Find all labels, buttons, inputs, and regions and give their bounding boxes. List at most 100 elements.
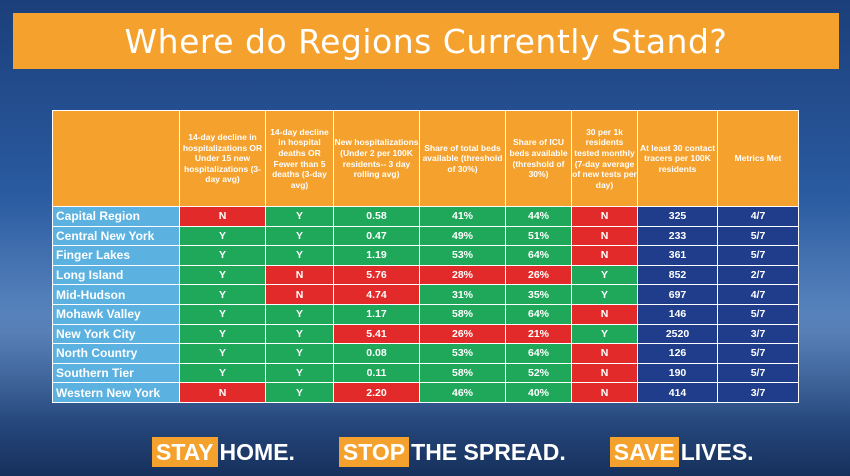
- testing-cell: N: [571, 343, 638, 364]
- icu-beds-cell: 21%: [505, 323, 572, 345]
- region-name-cell: New York City: [52, 323, 180, 345]
- region-name-cell: Long Island: [52, 264, 180, 286]
- table-row: Mohawk Valley Y Y 1.17 58% 64% N 146 5/7: [52, 303, 799, 325]
- contact-tracers-cell: 414: [637, 382, 718, 403]
- table-row: Finger Lakes Y Y 1.19 53% 64% N 361 5/7: [52, 245, 799, 266]
- total-beds-cell: 46%: [419, 382, 506, 403]
- deaths-decline-cell: Y: [265, 343, 334, 364]
- slogan-stay: STAY: [152, 437, 218, 467]
- hospitalizations-decline-cell: Y: [179, 225, 266, 247]
- table-row: Long Island Y N 5.76 28% 26% Y 852 2/7: [52, 264, 799, 286]
- icu-beds-cell: 44%: [505, 206, 572, 227]
- metrics-met-cell: 4/7: [717, 284, 799, 305]
- deaths-decline-cell: Y: [265, 323, 334, 345]
- contact-tracers-cell: 126: [637, 343, 718, 364]
- new-hospitalizations-cell: 2.20: [333, 382, 420, 403]
- total-beds-cell: 31%: [419, 284, 506, 305]
- deaths-decline-cell: Y: [265, 362, 334, 384]
- new-hospitalizations-cell: 1.17: [333, 303, 420, 325]
- hospitalizations-decline-cell: Y: [179, 284, 266, 305]
- new-hospitalizations-cell: 5.41: [333, 323, 420, 345]
- new-hospitalizations-cell: 0.11: [333, 362, 420, 384]
- deaths-decline-cell: Y: [265, 303, 334, 325]
- hospitalizations-decline-cell: Y: [179, 323, 266, 345]
- total-beds-cell: 28%: [419, 264, 506, 286]
- new-hospitalizations-cell: 0.47: [333, 225, 420, 247]
- testing-cell: N: [571, 303, 638, 325]
- metrics-met-cell: 4/7: [717, 206, 799, 227]
- testing-cell: N: [571, 362, 638, 384]
- contact-tracers-cell: 190: [637, 362, 718, 384]
- deaths-decline-cell: N: [265, 284, 334, 305]
- new-hospitalizations-cell: 0.08: [333, 343, 420, 364]
- header-metrics-met: Metrics Met: [717, 110, 799, 207]
- icu-beds-cell: 40%: [505, 382, 572, 403]
- total-beds-cell: 58%: [419, 303, 506, 325]
- slogan-footer: STAY HOME. STOP THE SPREAD. SAVE LIVES.: [152, 437, 754, 467]
- hospitalizations-decline-cell: Y: [179, 264, 266, 286]
- total-beds-cell: 41%: [419, 206, 506, 227]
- new-hospitalizations-cell: 5.76: [333, 264, 420, 286]
- hospitalizations-decline-cell: N: [179, 206, 266, 227]
- header-testing: 30 per 1k residents tested monthly (7-da…: [571, 110, 638, 207]
- metrics-met-cell: 5/7: [717, 362, 799, 384]
- icu-beds-cell: 64%: [505, 303, 572, 325]
- metrics-met-cell: 3/7: [717, 382, 799, 403]
- region-name-cell: Finger Lakes: [52, 245, 180, 266]
- contact-tracers-cell: 325: [637, 206, 718, 227]
- contact-tracers-cell: 233: [637, 225, 718, 247]
- header-hospitalizations-decline: 14-day decline in hospitalizations OR Un…: [179, 110, 266, 207]
- slogan-save: SAVE: [609, 437, 679, 467]
- testing-cell: N: [571, 225, 638, 247]
- deaths-decline-cell: Y: [265, 382, 334, 403]
- metrics-met-cell: 3/7: [717, 323, 799, 345]
- hospitalizations-decline-cell: Y: [179, 245, 266, 266]
- testing-cell: N: [571, 245, 638, 266]
- header-deaths-decline: 14-day decline in hospital deaths OR Few…: [265, 110, 334, 207]
- table-row: Central New York Y Y 0.47 49% 51% N 233 5/7: [52, 225, 799, 247]
- slogan-lives: LIVES.: [680, 438, 754, 465]
- testing-cell: Y: [571, 284, 638, 305]
- metrics-met-cell: 5/7: [717, 343, 799, 364]
- total-beds-cell: 58%: [419, 362, 506, 384]
- total-beds-cell: 49%: [419, 225, 506, 247]
- contact-tracers-cell: 2520: [637, 323, 718, 345]
- new-hospitalizations-cell: 0.58: [333, 206, 420, 227]
- deaths-decline-cell: Y: [265, 206, 334, 227]
- testing-cell: N: [571, 206, 638, 227]
- icu-beds-cell: 64%: [505, 343, 572, 364]
- metrics-met-cell: 5/7: [717, 245, 799, 266]
- icu-beds-cell: 64%: [505, 245, 572, 266]
- hospitalizations-decline-cell: Y: [179, 343, 266, 364]
- icu-beds-cell: 52%: [505, 362, 572, 384]
- metrics-met-cell: 2/7: [717, 264, 799, 286]
- slogan-the-spread: THE SPREAD.: [411, 438, 566, 465]
- new-hospitalizations-cell: 1.19: [333, 245, 420, 266]
- deaths-decline-cell: Y: [265, 245, 334, 266]
- region-name-cell: Central New York: [52, 225, 180, 247]
- page-title: Where do Regions Currently Stand?: [124, 21, 728, 61]
- icu-beds-cell: 35%: [505, 284, 572, 305]
- contact-tracers-cell: 697: [637, 284, 718, 305]
- region-name-cell: Capital Region: [52, 206, 180, 227]
- slogan-home: HOME.: [219, 438, 295, 465]
- header-total-beds: Share of total beds available (threshold…: [419, 110, 506, 207]
- hospitalizations-decline-cell: Y: [179, 362, 266, 384]
- total-beds-cell: 53%: [419, 245, 506, 266]
- region-name-cell: North Country: [52, 343, 180, 364]
- deaths-decline-cell: Y: [265, 225, 334, 247]
- total-beds-cell: 53%: [419, 343, 506, 364]
- table-row: Mid-Hudson Y N 4.74 31% 35% Y 697 4/7: [52, 284, 799, 305]
- testing-cell: Y: [571, 323, 638, 345]
- table-header-row: 14-day decline in hospitalizations OR Un…: [52, 110, 799, 207]
- table-row: Western New York N Y 2.20 46% 40% N 414 3/7: [52, 382, 799, 403]
- contact-tracers-cell: 852: [637, 264, 718, 286]
- region-metrics-table: 14-day decline in hospitalizations OR Un…: [52, 110, 799, 403]
- title-banner: Where do Regions Currently Stand?: [13, 13, 839, 69]
- total-beds-cell: 26%: [419, 323, 506, 345]
- header-contact-tracers: At least 30 contact tracers per 100K res…: [637, 110, 718, 207]
- region-name-cell: Mid-Hudson: [52, 284, 180, 305]
- header-icu-beds: Share of ICU beds available (threshold o…: [505, 110, 572, 207]
- hospitalizations-decline-cell: Y: [179, 303, 266, 325]
- region-name-cell: Southern Tier: [52, 362, 180, 384]
